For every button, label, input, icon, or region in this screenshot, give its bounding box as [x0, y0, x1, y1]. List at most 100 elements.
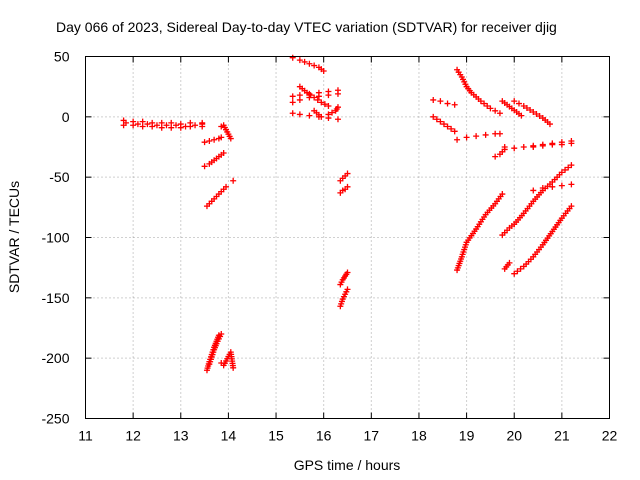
data-point	[320, 67, 327, 74]
data-point-fill	[514, 268, 521, 275]
data-point	[511, 98, 518, 105]
data-point	[134, 121, 141, 128]
data-point	[511, 145, 518, 152]
data-point	[296, 92, 303, 99]
data-point	[289, 93, 296, 100]
data-point	[451, 128, 458, 135]
data-point	[168, 124, 175, 131]
data-point	[306, 60, 313, 67]
grid	[85, 56, 610, 419]
data-point	[158, 124, 165, 131]
data-point	[501, 144, 508, 150]
x-tick-label: 15	[268, 428, 284, 444]
data-point	[173, 122, 180, 129]
y-tick-label: -100	[41, 230, 69, 246]
data-point	[318, 99, 325, 106]
data-point	[153, 122, 160, 129]
data-point	[325, 88, 332, 95]
data-point	[539, 142, 546, 149]
data-point-fill	[484, 102, 491, 109]
data-point	[311, 94, 318, 101]
data-point-fill	[533, 111, 540, 118]
data-point	[437, 118, 444, 125]
data-point-fill	[448, 125, 455, 132]
x-tick-label: 12	[125, 428, 141, 444]
x-tick-label: 11	[78, 428, 93, 444]
data-point	[139, 123, 146, 130]
data-point	[304, 89, 311, 96]
x-tick-label: 14	[221, 428, 237, 444]
data-point-fill	[536, 113, 543, 120]
data-point	[477, 98, 484, 105]
data-point-fill	[311, 62, 318, 69]
data-point	[463, 134, 470, 141]
data-point	[122, 119, 129, 126]
data-point	[487, 105, 494, 112]
y-tick-label: -200	[41, 350, 69, 366]
y-tick-label: -250	[41, 411, 69, 427]
data-point	[499, 191, 506, 198]
data-point	[344, 170, 351, 177]
data-point	[163, 122, 170, 129]
chart-title: Day 066 of 2023, Sidereal Day-to-day VTE…	[56, 19, 557, 35]
x-tick-label: 21	[554, 428, 570, 444]
y-tick-label: -50	[49, 169, 69, 185]
data-point	[520, 144, 527, 150]
x-tick-label: 13	[173, 428, 189, 444]
data-point-fill	[329, 109, 336, 116]
data-point	[568, 162, 575, 169]
data-point	[325, 102, 332, 109]
data-point	[220, 150, 227, 157]
data-point	[454, 136, 461, 143]
x-tick-label: 19	[459, 428, 475, 444]
data-point	[334, 116, 341, 123]
data-point-fill	[515, 100, 522, 107]
data-point	[318, 113, 325, 120]
y-tick-label: -150	[41, 290, 69, 306]
data-point	[568, 140, 575, 147]
data-point	[144, 121, 151, 128]
data-point-fill	[433, 116, 440, 123]
data-point	[211, 136, 218, 143]
data-point	[289, 110, 296, 117]
data-point	[230, 177, 237, 184]
data-point	[289, 99, 296, 106]
plot-frame	[85, 56, 610, 419]
data-point	[296, 111, 303, 118]
data-point-fill	[523, 104, 530, 111]
y-tick-label: 50	[54, 49, 70, 65]
data-point	[520, 102, 527, 109]
data-point	[558, 182, 565, 189]
data-point-fill	[481, 100, 488, 107]
data-point-fill	[321, 101, 328, 108]
data-point-fill	[301, 58, 308, 65]
data-point	[296, 57, 303, 64]
data-point	[289, 54, 296, 61]
data-point	[530, 187, 537, 194]
data-point	[306, 112, 313, 119]
data-point-fill	[492, 107, 499, 114]
data-point	[177, 124, 184, 131]
data-point	[430, 96, 437, 103]
data-point-fill	[307, 92, 314, 99]
data-point	[496, 110, 503, 117]
data-point-fill	[527, 106, 534, 113]
data-point	[344, 286, 351, 293]
data-point-fill	[562, 166, 569, 173]
x-tick-label: 18	[411, 428, 427, 444]
data-point	[511, 270, 518, 277]
data-point-fill	[517, 265, 524, 272]
data-point-fill	[314, 96, 321, 103]
data-point	[227, 135, 234, 142]
x-tick-label: 20	[506, 428, 522, 444]
data-point	[568, 181, 575, 188]
y-tick-label: 0	[62, 109, 70, 125]
data-point	[334, 87, 341, 94]
data-point	[558, 169, 565, 176]
data-point-fill	[440, 121, 447, 128]
data-point	[192, 122, 199, 129]
x-axis-label: GPS time / hours	[294, 457, 401, 473]
data-point	[444, 100, 451, 107]
data-point	[344, 183, 351, 190]
